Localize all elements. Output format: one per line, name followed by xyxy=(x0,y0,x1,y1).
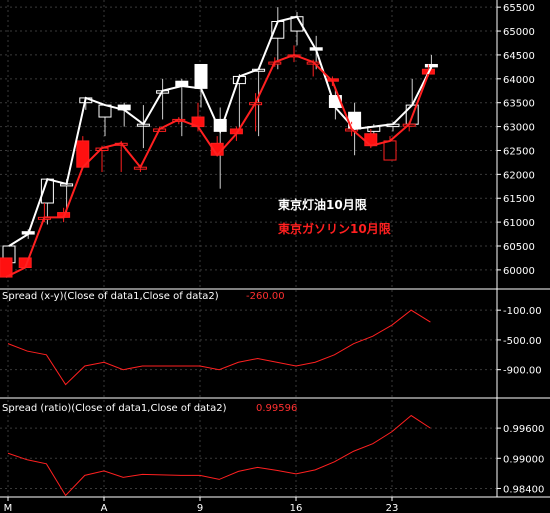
spread-tick-label: -900.00 xyxy=(503,366,542,377)
spread-tick-label: -100.00 xyxy=(503,306,542,317)
price-tick-label: 65000 xyxy=(503,27,535,38)
spread-line xyxy=(7,309,431,386)
ratio-tick-label: 0.98400 xyxy=(503,484,544,495)
legend-kerosene: 東京灯油10月限 xyxy=(278,197,367,212)
ratio-line xyxy=(7,414,431,497)
x-tick-label-9: 9 xyxy=(197,503,203,513)
price-tick-label: 63500 xyxy=(503,99,535,110)
price-tick-label: 60000 xyxy=(503,266,535,277)
x-tick-label-A: A xyxy=(101,503,108,513)
kerosene-close-line xyxy=(8,15,433,247)
price-tick-label: 65500 xyxy=(503,3,535,14)
spread-last-value: -260.00 xyxy=(246,291,285,302)
spread-panel xyxy=(7,309,431,386)
gasoline-candle-20 xyxy=(383,140,397,161)
price-tick-label: 64000 xyxy=(503,75,535,86)
price-tick-label: 62500 xyxy=(503,146,535,157)
ratio-panel xyxy=(7,414,431,497)
price-tick-label: 61000 xyxy=(503,218,535,229)
gasoline-close-line xyxy=(5,53,430,278)
price-tick-label: 60500 xyxy=(503,242,535,253)
price-panel xyxy=(0,7,438,278)
ratio-tick-label: 0.99600 xyxy=(503,424,544,435)
x-tick-label-23: 23 xyxy=(386,503,399,513)
kerosene-candle-10 xyxy=(194,63,208,89)
spread-title: Spread (x-y)(Close of data1,Close of dat… xyxy=(2,291,219,302)
price-tick-label: 64500 xyxy=(503,51,535,62)
price-tick-label: 62000 xyxy=(503,170,535,181)
ratio-title: Spread (ratio)(Close of data1,Close of d… xyxy=(2,403,227,414)
x-tick-label-16: 16 xyxy=(290,503,303,513)
ratio-tick-label: 0.99000 xyxy=(503,454,544,465)
kerosene-candle-22 xyxy=(424,63,438,68)
ratio-last-value: 0.99596 xyxy=(256,403,297,414)
legend-gasoline: 東京ガソリン10月限 xyxy=(278,221,391,236)
price-tick-label: 63000 xyxy=(503,123,535,134)
x-tick-label-M: M xyxy=(4,503,13,513)
spread-tick-label: -500.00 xyxy=(503,336,542,347)
price-tick-label: 61500 xyxy=(503,194,535,205)
